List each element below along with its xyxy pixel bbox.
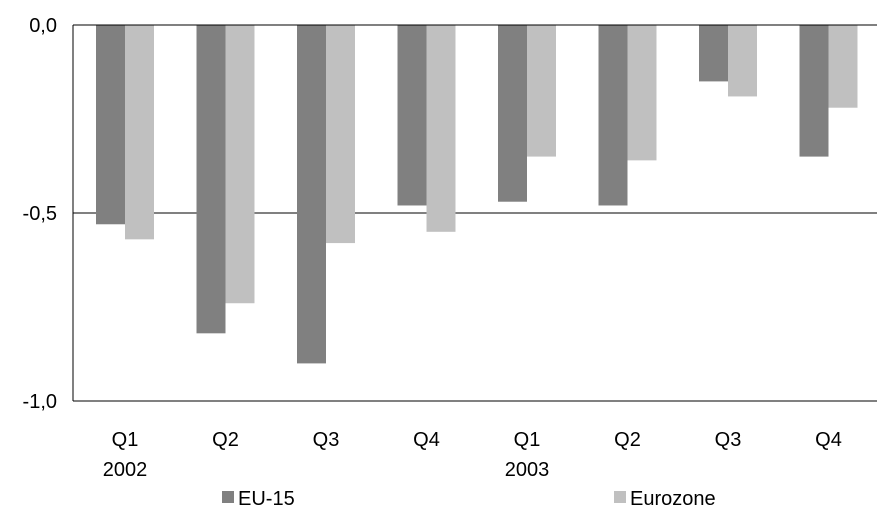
- bar-eu-15-1: [96, 25, 125, 225]
- x-tick-label-quarter: Q1: [112, 429, 139, 451]
- x-tick-label-year: 2003: [505, 459, 550, 481]
- bar-eurozone-7: [728, 25, 757, 97]
- x-tick-label-quarter: Q4: [815, 429, 842, 451]
- x-tick-label-quarter: Q2: [212, 429, 239, 451]
- bar-eu-15-8: [799, 25, 829, 157]
- bar-eu-15-2: [196, 25, 226, 334]
- bar-eurozone-8: [828, 25, 858, 108]
- bar-eurozone-4: [426, 25, 456, 232]
- x-tick-label-quarter: Q3: [715, 429, 742, 451]
- bar-eurozone-1: [125, 25, 154, 240]
- legend-eurozone-label: Eurozone: [630, 488, 716, 508]
- x-tick-label-quarter: Q2: [614, 429, 641, 451]
- y-tick-label: 0,0: [29, 15, 57, 37]
- bar-eu-15-3: [297, 25, 326, 364]
- bar-eu-15-5: [498, 25, 527, 202]
- legend: EU-15 Eurozone: [222, 488, 716, 508]
- legend-eurozone-swatch: [614, 491, 626, 503]
- bar-eu-15-4: [397, 25, 427, 206]
- gridlines: [73, 212, 877, 402]
- bar-eu-15-7: [699, 25, 728, 82]
- y-tick-labels: 0,0 -0,5 -1,0: [23, 15, 57, 413]
- bar-eurozone-5: [527, 25, 556, 157]
- x-tick-label-year: 2002: [103, 459, 148, 481]
- bar-eurozone-2: [225, 25, 255, 304]
- bar-eurozone-6: [627, 25, 657, 161]
- bar-eu-15-6: [598, 25, 628, 206]
- y-tick-label: -1,0: [23, 391, 57, 413]
- bar-eurozone-3: [326, 25, 355, 244]
- x-tick-label-quarter: Q4: [413, 429, 440, 451]
- y-tick-label: -0,5: [23, 203, 57, 225]
- bars: [96, 25, 858, 364]
- x-tick-labels: Q1 2002 Q2 Q3 Q4 Q1 2003 Q2 Q3 Q4: [103, 429, 842, 481]
- x-tick-label-quarter: Q3: [313, 429, 340, 451]
- legend-eu-15-swatch: [222, 491, 234, 503]
- x-tick-label-quarter: Q1: [514, 429, 541, 451]
- axes: [72, 24, 877, 401]
- legend-eu-15-label: EU-15: [238, 488, 295, 508]
